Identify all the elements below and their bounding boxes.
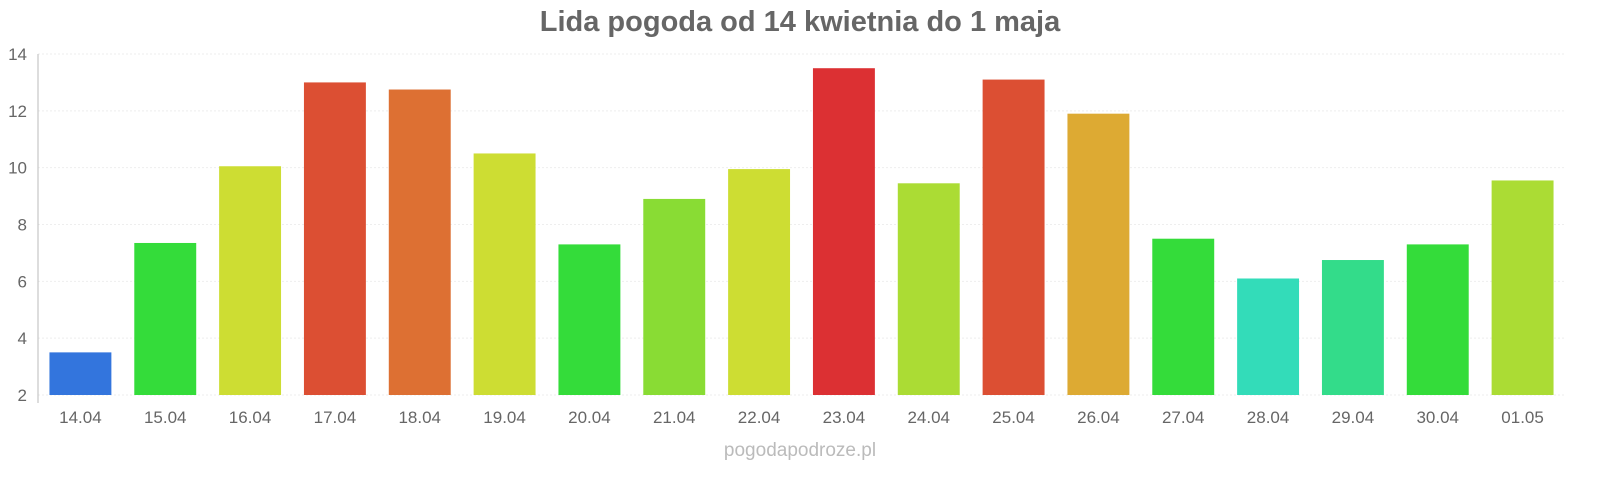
- y-tick-label: 2: [18, 386, 27, 405]
- bar-22.04: [728, 169, 791, 395]
- bar-28.04: [1237, 278, 1300, 395]
- x-tick-label: 21.04: [653, 408, 696, 427]
- x-tick-label: 24.04: [907, 408, 950, 427]
- x-tick-label: 23.04: [823, 408, 866, 427]
- x-tick-label: 17.04: [314, 408, 357, 427]
- bar-27.04: [1152, 238, 1215, 395]
- x-tick-label: 27.04: [1162, 408, 1205, 427]
- x-tick-label: 20.04: [568, 408, 611, 427]
- bar-20.04: [558, 244, 621, 395]
- bar-16.04: [219, 166, 282, 395]
- x-tick-label: 14.04: [59, 408, 102, 427]
- chart-title: Lida pogoda od 14 kwietnia do 1 maja: [539, 6, 1061, 38]
- x-tick-label: 22.04: [738, 408, 781, 427]
- y-tick-label: 4: [18, 329, 27, 348]
- bar-21.04: [643, 198, 706, 395]
- bar-23.04: [812, 68, 875, 395]
- y-tick-label: 8: [18, 216, 27, 235]
- x-tick-label: 19.04: [483, 408, 526, 427]
- y-tick-label: 14: [8, 45, 27, 64]
- bar-01.05: [1491, 180, 1554, 395]
- bar-29.04: [1321, 260, 1384, 395]
- bar-14.04: [49, 352, 112, 395]
- x-tick-label: 25.04: [992, 408, 1035, 427]
- x-tick-label: 30.04: [1416, 408, 1459, 427]
- x-tick-label: 16.04: [229, 408, 272, 427]
- bar-15.04: [134, 242, 197, 395]
- bar-17.04: [303, 82, 366, 396]
- source-watermark: pogodapodroze.pl: [723, 440, 877, 461]
- x-tick-label: 15.04: [144, 408, 187, 427]
- y-tick-label: 12: [8, 102, 27, 121]
- bar-30.04: [1406, 244, 1469, 395]
- bar-25.04: [982, 79, 1045, 395]
- x-tick-label: 28.04: [1247, 408, 1290, 427]
- y-tick-label: 10: [8, 159, 27, 178]
- x-tick-label: 18.04: [398, 408, 441, 427]
- x-tick-label: 01.05: [1501, 408, 1544, 427]
- bar-24.04: [897, 183, 960, 395]
- bar-26.04: [1067, 113, 1130, 396]
- y-tick-label: 6: [18, 272, 27, 291]
- x-tick-label: 26.04: [1077, 408, 1120, 427]
- bar-19.04: [473, 153, 536, 395]
- x-tick-label: 29.04: [1332, 408, 1375, 427]
- bar-18.04: [388, 89, 451, 395]
- bar-chart: 2 4 6 8 10 12 14 14.04 15.04 16.04 17.04 18.04 19.04…: [8, 45, 1565, 427]
